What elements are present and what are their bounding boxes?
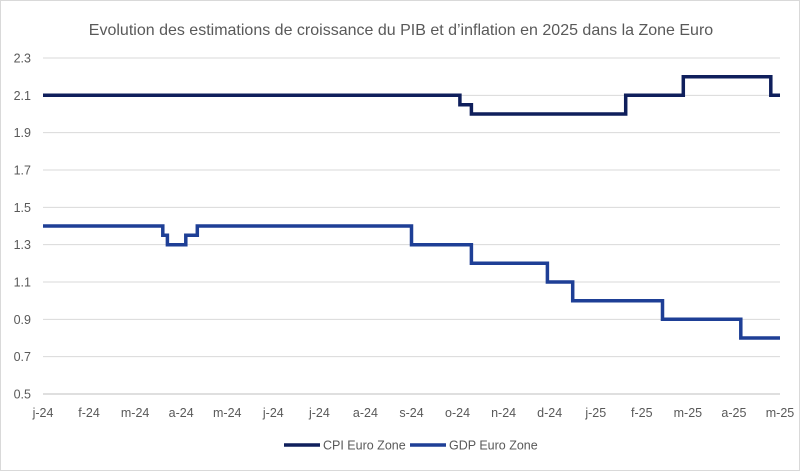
x-tick-label: j-24 (308, 406, 330, 420)
x-tick-label: a-24 (169, 406, 194, 420)
x-tick-label: j-24 (32, 406, 54, 420)
y-axis-ticks: 0.5 0.7 0.9 1.1 1.3 1.5 1.7 1.9 2.1 2.3 (14, 52, 31, 402)
x-tick-label: m-24 (121, 406, 150, 420)
y-tick-label: 1.3 (14, 238, 31, 252)
y-tick-label: 1.5 (14, 201, 31, 215)
x-tick-label: f-25 (631, 406, 653, 420)
x-tick-label: j-25 (584, 406, 606, 420)
y-tick-label: 1.9 (14, 126, 31, 140)
x-tick-label: o-24 (445, 406, 470, 420)
x-tick-label: a-25 (721, 406, 746, 420)
y-tick-label: 0.9 (14, 313, 31, 327)
x-tick-label: m-25 (766, 406, 795, 420)
x-tick-label: m-25 (674, 406, 703, 420)
y-tick-label: 1.1 (14, 276, 31, 290)
y-tick-label: 0.5 (14, 388, 31, 402)
x-tick-label: m-24 (213, 406, 242, 420)
x-tick-label: f-24 (78, 406, 100, 420)
series-line-0 (43, 74, 780, 116)
y-tick-label: 2.1 (14, 89, 31, 103)
x-tick-label: a-24 (353, 406, 378, 420)
series-lines (43, 74, 780, 340)
y-tick-label: 2.3 (14, 52, 31, 66)
x-tick-label: n-24 (491, 406, 516, 420)
chart-title: Evolution des estimations de croissance … (89, 22, 713, 39)
x-tick-label: s-24 (399, 406, 423, 420)
legend: CPI Euro Zone GDP Euro Zone (284, 439, 538, 453)
x-axis-ticks: j-24 f-24 m-24 a-24 m-24 j-24 j-24 a-24 s-24 o-24… (32, 406, 795, 420)
y-tick-label: 0.7 (14, 350, 31, 364)
y-tick-label: 1.7 (14, 164, 31, 178)
x-tick-label: d-24 (537, 406, 562, 420)
gridlines (43, 57, 780, 358)
x-tick-label: j-24 (262, 406, 284, 420)
legend-label: GDP Euro Zone (449, 439, 538, 453)
legend-label: CPI Euro Zone (323, 439, 406, 453)
series-line-1 (43, 224, 780, 340)
